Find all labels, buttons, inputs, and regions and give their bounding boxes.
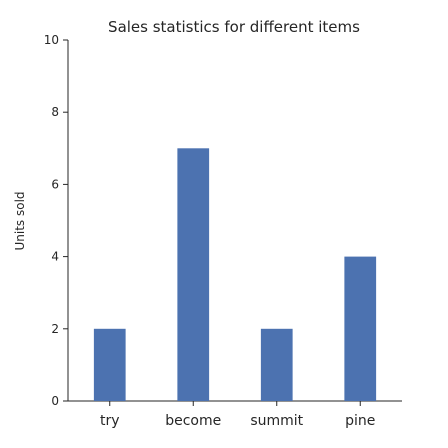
bar-pine	[344, 256, 377, 401]
x-tick-label: try	[100, 413, 120, 429]
x-tick-label: pine	[345, 413, 375, 429]
y-tick-label: 4	[51, 250, 59, 264]
y-tick-label: 6	[51, 177, 59, 191]
bar-try	[93, 328, 126, 401]
chart-title: Sales statistics for different items	[108, 18, 360, 36]
y-tick-label: 2	[51, 322, 59, 336]
x-tick-label: summit	[250, 413, 303, 429]
y-tick-label: 10	[44, 33, 59, 47]
bar-summit	[260, 328, 293, 401]
y-tick-label: 8	[51, 105, 59, 119]
x-tick-label: become	[165, 413, 221, 429]
plot-area: 0 2 4 6 8 10 try become summit pine	[44, 33, 402, 429]
bar-become	[177, 148, 210, 401]
y-axis-label: Units sold	[13, 191, 27, 250]
y-tick-label: 0	[51, 394, 59, 408]
